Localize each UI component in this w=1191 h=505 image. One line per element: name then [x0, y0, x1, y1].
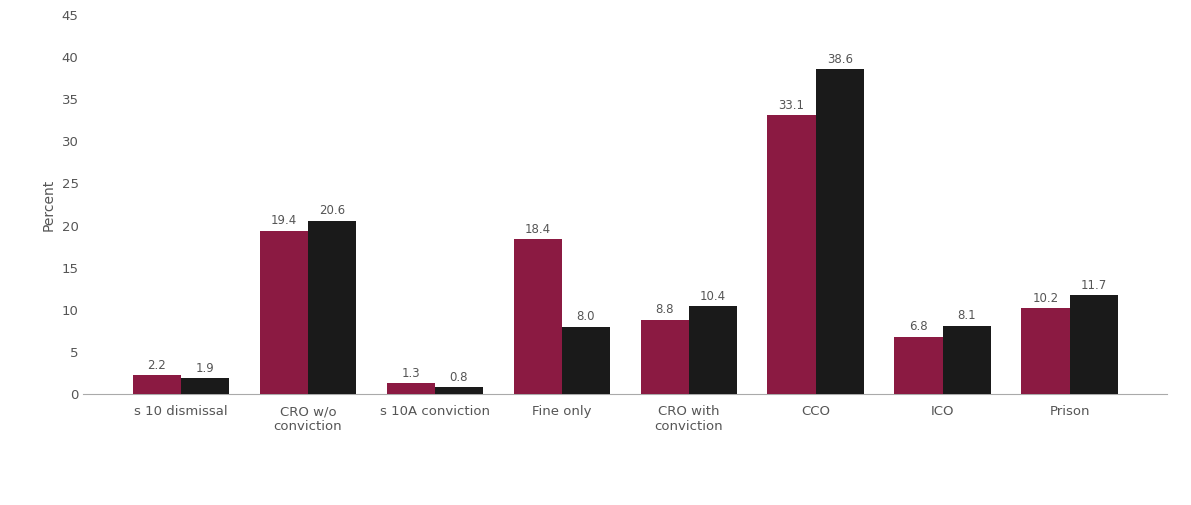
Bar — [767, 115, 816, 394]
Bar — [562, 327, 610, 394]
Text: 33.1: 33.1 — [779, 99, 805, 112]
Text: 1.9: 1.9 — [195, 362, 214, 375]
Text: 8.8: 8.8 — [655, 304, 674, 317]
Bar — [894, 337, 943, 394]
Y-axis label: Percent: Percent — [42, 178, 56, 231]
Text: 38.6: 38.6 — [827, 53, 853, 66]
Bar — [132, 375, 181, 394]
Bar — [435, 387, 484, 394]
Text: 1.3: 1.3 — [401, 367, 420, 380]
Bar — [641, 320, 688, 394]
Text: 6.8: 6.8 — [909, 320, 928, 333]
Text: 8.0: 8.0 — [576, 310, 596, 323]
Bar — [1070, 295, 1118, 394]
Bar — [181, 378, 229, 394]
Bar — [513, 239, 562, 394]
Bar — [943, 326, 991, 394]
Text: 10.2: 10.2 — [1033, 292, 1059, 305]
Text: 10.4: 10.4 — [700, 290, 727, 303]
Text: 2.2: 2.2 — [148, 359, 166, 372]
Bar — [816, 69, 863, 394]
Bar — [307, 221, 356, 394]
Text: 19.4: 19.4 — [270, 214, 297, 227]
Text: 18.4: 18.4 — [524, 223, 550, 236]
Bar — [260, 231, 307, 394]
Text: 20.6: 20.6 — [319, 204, 345, 217]
Text: 11.7: 11.7 — [1080, 279, 1106, 292]
Bar — [387, 383, 435, 394]
Text: 0.8: 0.8 — [450, 371, 468, 384]
Bar — [1022, 308, 1070, 394]
Text: 8.1: 8.1 — [958, 310, 977, 322]
Bar — [688, 307, 737, 394]
